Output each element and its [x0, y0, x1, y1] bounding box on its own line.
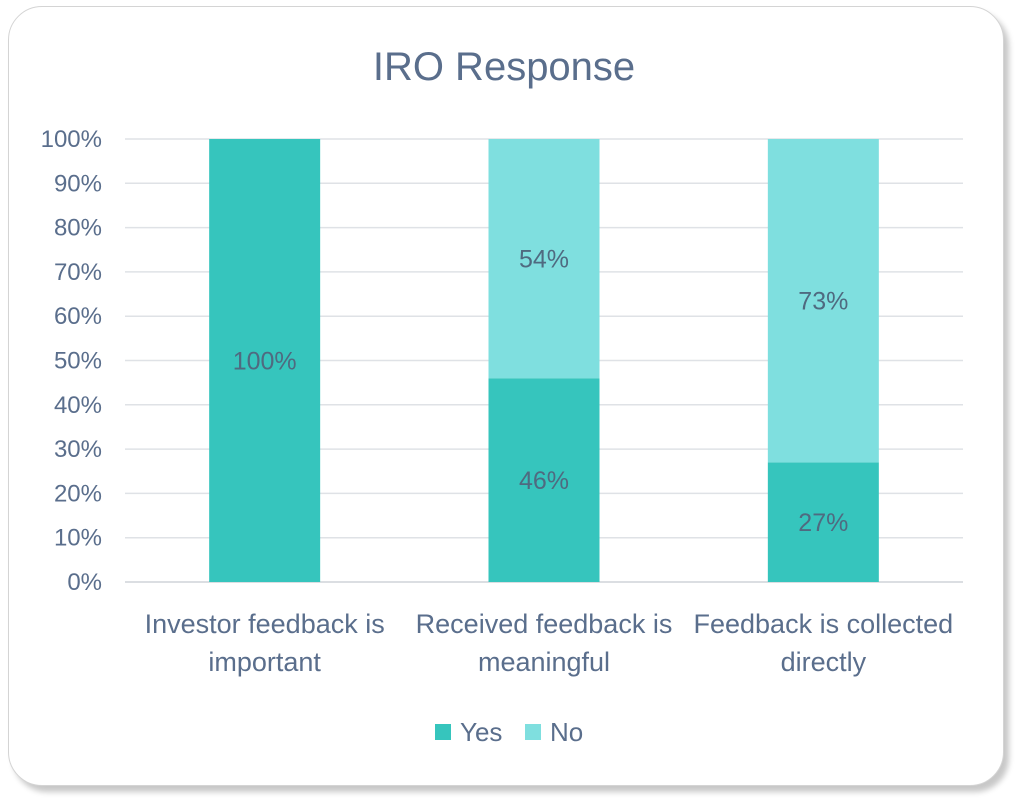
chart: IRO Response 0% 10% 20% 30% 40% 50% 60% 70% 80% 9…: [41, 45, 963, 747]
y-tick-label: 70%: [54, 259, 102, 286]
y-axis-ticks: 0% 10% 20% 30% 40% 50% 60% 70% 80% 90% 100%: [41, 126, 102, 596]
bar-yes: [767, 462, 879, 582]
x-category-label: Received feedback is: [416, 609, 673, 639]
y-tick-label: 0%: [67, 569, 102, 596]
data-label: 73%: [798, 288, 848, 316]
data-labels: 100% 46% 54% 27% 73%: [233, 246, 849, 538]
data-label: 27%: [798, 509, 848, 537]
legend-swatch-no: [525, 724, 541, 740]
x-category-label: Investor feedback is: [145, 609, 385, 639]
bar-no: [488, 139, 600, 379]
legend-swatch-yes: [435, 724, 451, 740]
legend: Yes No: [435, 717, 583, 747]
bar-yes: [488, 378, 600, 582]
chart-title: IRO Response: [373, 45, 635, 89]
y-tick-label: 50%: [54, 348, 102, 375]
x-category-label: directly: [781, 647, 867, 677]
y-tick-label: 100%: [41, 126, 102, 153]
y-tick-label: 20%: [54, 480, 102, 507]
x-axis-labels: Investor feedback is important Received fe…: [145, 609, 954, 677]
y-tick-label: 10%: [54, 525, 102, 552]
y-tick-label: 40%: [54, 392, 102, 419]
legend-label-yes: Yes: [460, 717, 502, 747]
y-tick-label: 60%: [54, 303, 102, 330]
y-tick-label: 90%: [54, 170, 102, 197]
x-category-label: meaningful: [478, 647, 610, 677]
y-tick-label: 30%: [54, 436, 102, 463]
x-category-label: Feedback is collected: [694, 609, 954, 639]
legend-label-no: No: [550, 717, 583, 747]
data-label: 46%: [519, 467, 569, 495]
bar-yes: [209, 139, 321, 582]
bars: [209, 139, 879, 582]
data-label: 100%: [233, 348, 297, 376]
x-category-label: important: [208, 647, 321, 677]
chart-card: IRO Response 0% 10% 20% 30% 40% 50% 60% 70% 80% 9…: [8, 6, 1004, 786]
y-tick-label: 80%: [54, 215, 102, 242]
bar-no: [767, 139, 879, 463]
data-label: 54%: [519, 246, 569, 274]
